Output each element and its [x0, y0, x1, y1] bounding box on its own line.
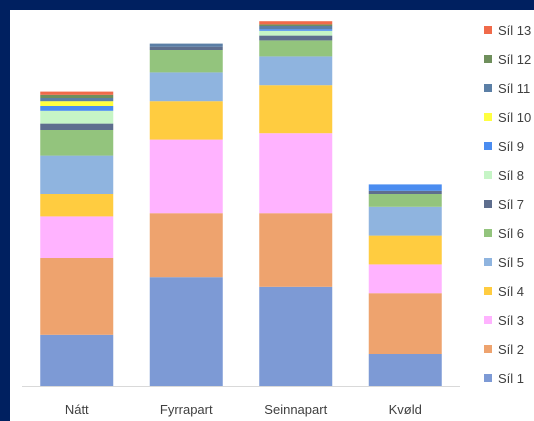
- bar-segment-7-2: [149, 46, 223, 50]
- bar-segment-11-1: [40, 98, 114, 102]
- bar-segment-13-3: [259, 21, 333, 25]
- x-tick-label-2: Fyrrapart: [160, 402, 213, 417]
- bar-segment-6-4: [368, 194, 442, 207]
- bar-segment-9-3: [259, 29, 333, 31]
- bar-segment-4-3: [259, 85, 333, 134]
- bar-segment-8-1: [40, 110, 114, 124]
- bar-segment-6-1: [40, 130, 114, 156]
- legend-swatch-9: [484, 142, 492, 150]
- stacked-bar-chart: Nátt Fyrrapart Seinnapart Kvøld Síl 13 Síl 12…: [22, 21, 531, 417]
- bar-segment-6-2: [149, 50, 223, 73]
- bar-segment-2-3: [259, 213, 333, 287]
- bar-segment-2-4: [368, 293, 442, 354]
- legend-swatch-1: [484, 374, 492, 382]
- legend-swatch-5: [484, 258, 492, 266]
- chart-area: Nátt Fyrrapart Seinnapart Kvøld Síl 13 Síl 12…: [10, 10, 534, 421]
- x-tick-label-1: Nátt: [65, 402, 89, 417]
- legend-label-11: Síl 11: [498, 81, 530, 96]
- bar-segment-13-1: [40, 91, 114, 95]
- legend-label-1: Síl 1: [498, 371, 524, 386]
- bar-segment-1-1: [40, 334, 114, 386]
- bar-segment-7-4: [368, 190, 442, 194]
- bar-segment-5-2: [149, 72, 223, 102]
- legend-swatch-4: [484, 287, 492, 295]
- legend-label-9: Síl 9: [498, 139, 524, 154]
- legend-label-10: Síl 10: [498, 110, 531, 125]
- bar-segment-1-2: [149, 277, 223, 386]
- legend-label-6: Síl 6: [498, 226, 524, 241]
- legend-swatch-13: [484, 26, 492, 34]
- bar-segment-8-3: [259, 30, 333, 36]
- legend-label-8: Síl 8: [498, 168, 524, 183]
- bar-segment-11-2: [149, 43, 223, 47]
- bar-segment-7-3: [259, 35, 333, 41]
- legend-swatch-8: [484, 171, 492, 179]
- legend-label-13: Síl 13: [498, 23, 531, 38]
- legend-swatch-2: [484, 345, 492, 353]
- bar-segment-3-2: [149, 139, 223, 214]
- bar-segment-1-4: [368, 354, 442, 386]
- bar-segment-4-2: [149, 101, 223, 140]
- x-tick-label-4: Kvøld: [389, 402, 422, 417]
- bar-segment-12-3: [259, 24, 333, 26]
- legend-swatch-12: [484, 55, 492, 63]
- x-tick-label-3: Seinnapart: [264, 402, 327, 417]
- bar-segment-9-4: [368, 184, 442, 191]
- legend-label-2: Síl 2: [498, 342, 524, 357]
- bar-segment-3-4: [368, 264, 442, 294]
- legend-label-5: Síl 5: [498, 255, 524, 270]
- bar-segment-1-3: [259, 286, 333, 386]
- bar-segment-2-2: [149, 213, 223, 278]
- bar-segment-5-3: [259, 56, 333, 86]
- bar-segment-3-1: [40, 216, 114, 258]
- legend-label-7: Síl 7: [498, 197, 524, 212]
- bar-segment-11-3: [259, 26, 333, 30]
- bar-segment-5-4: [368, 206, 442, 236]
- bar-segment-3-3: [259, 133, 333, 214]
- legend-label-4: Síl 4: [498, 284, 524, 299]
- bar-segment-2-1: [40, 258, 114, 335]
- legend-label-3: Síl 3: [498, 313, 524, 328]
- bar-segment-6-3: [259, 40, 333, 57]
- bar-segment-9-1: [40, 106, 114, 111]
- bar-segment-12-1: [40, 94, 114, 98]
- legend-swatch-3: [484, 316, 492, 324]
- legend-swatch-11: [484, 84, 492, 92]
- legend-swatch-6: [484, 229, 492, 237]
- legend-label-12: Síl 12: [498, 52, 531, 67]
- legend-swatch-7: [484, 200, 492, 208]
- bar-segment-10-1: [40, 101, 114, 106]
- bar-segment-7-1: [40, 123, 114, 130]
- legend-swatch-10: [484, 113, 492, 121]
- bar-segment-4-1: [40, 194, 114, 217]
- bar-segment-5-1: [40, 155, 114, 194]
- bar-segment-4-4: [368, 235, 442, 265]
